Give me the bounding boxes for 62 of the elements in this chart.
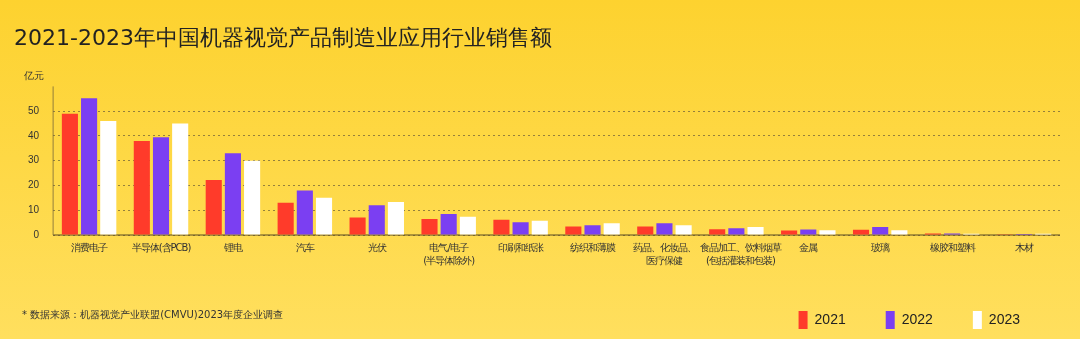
bar (872, 227, 889, 235)
x-tick-label: 消费电子 (71, 241, 109, 253)
chart-title: 2021-2023年中国机器视觉产品制造业应用行业销售额 (14, 24, 552, 50)
bar (709, 229, 726, 235)
bar (277, 202, 294, 235)
x-tick-label: 汽车 (295, 241, 315, 253)
bar (584, 225, 601, 235)
x-tick-label: 半导体(含PCB) (131, 241, 192, 253)
bar (368, 205, 385, 235)
x-tick-label: 金属 (799, 241, 819, 253)
bar (152, 137, 170, 235)
bar (61, 113, 78, 235)
bar (852, 229, 870, 235)
bar (728, 228, 745, 235)
y-tick-label: 50 (28, 104, 40, 116)
y-tick-label: 20 (28, 179, 40, 191)
bar (819, 230, 836, 235)
bar (296, 190, 313, 235)
bar (656, 223, 673, 235)
bar (565, 226, 582, 235)
x-tick-label: 橡胶和塑料 (929, 241, 976, 253)
bar (349, 217, 366, 235)
x-tick-label: 玻璃 (871, 241, 891, 253)
bar (459, 216, 476, 235)
legend-label: 2023 (988, 310, 1021, 327)
bar (387, 202, 404, 235)
x-tick-label: 电气/电子(半导体除外) (423, 241, 476, 266)
bar (81, 98, 98, 235)
bar (172, 123, 189, 235)
y-tick-label: 10 (28, 203, 40, 215)
bar (675, 225, 692, 235)
x-tick-label: 药品、化妆品、医疗保健 (632, 241, 696, 266)
x-tick-label: 锂电 (222, 241, 243, 253)
bar (244, 160, 261, 235)
x-tick-label: 食品加工、饮料烟草(包括灌装和包装) (699, 241, 782, 266)
bar (747, 227, 764, 235)
y-tick-label: 30 (28, 154, 40, 166)
y-axis-title: 亿元 (23, 69, 44, 81)
text: * 数据来源：机器视觉产业联盟(CMVU)2023年度企业调查 (22, 308, 284, 322)
legend-label: 2021 (814, 310, 846, 327)
bar (800, 229, 817, 235)
bar (224, 153, 241, 235)
y-tick-label: 0 (33, 228, 40, 240)
x-tick-label: 印刷和纸张 (498, 241, 545, 253)
x-tick-label: 光伏 (367, 241, 387, 253)
bar (493, 219, 510, 235)
bar (421, 218, 438, 235)
bar (781, 230, 798, 235)
bar (531, 220, 548, 235)
legend-label: 2022 (901, 310, 934, 327)
bar (512, 222, 529, 235)
bar (100, 121, 117, 235)
x-tick-label: 木材 (1015, 241, 1035, 253)
y-tick-label: 40 (28, 129, 40, 141)
x-tick-label: 纺织和薄膜 (570, 241, 617, 253)
bar (891, 230, 908, 235)
bar (440, 213, 457, 235)
bar (603, 223, 620, 235)
bar (133, 140, 150, 235)
bar (637, 226, 654, 235)
bar (315, 197, 333, 235)
bar (205, 180, 222, 235)
